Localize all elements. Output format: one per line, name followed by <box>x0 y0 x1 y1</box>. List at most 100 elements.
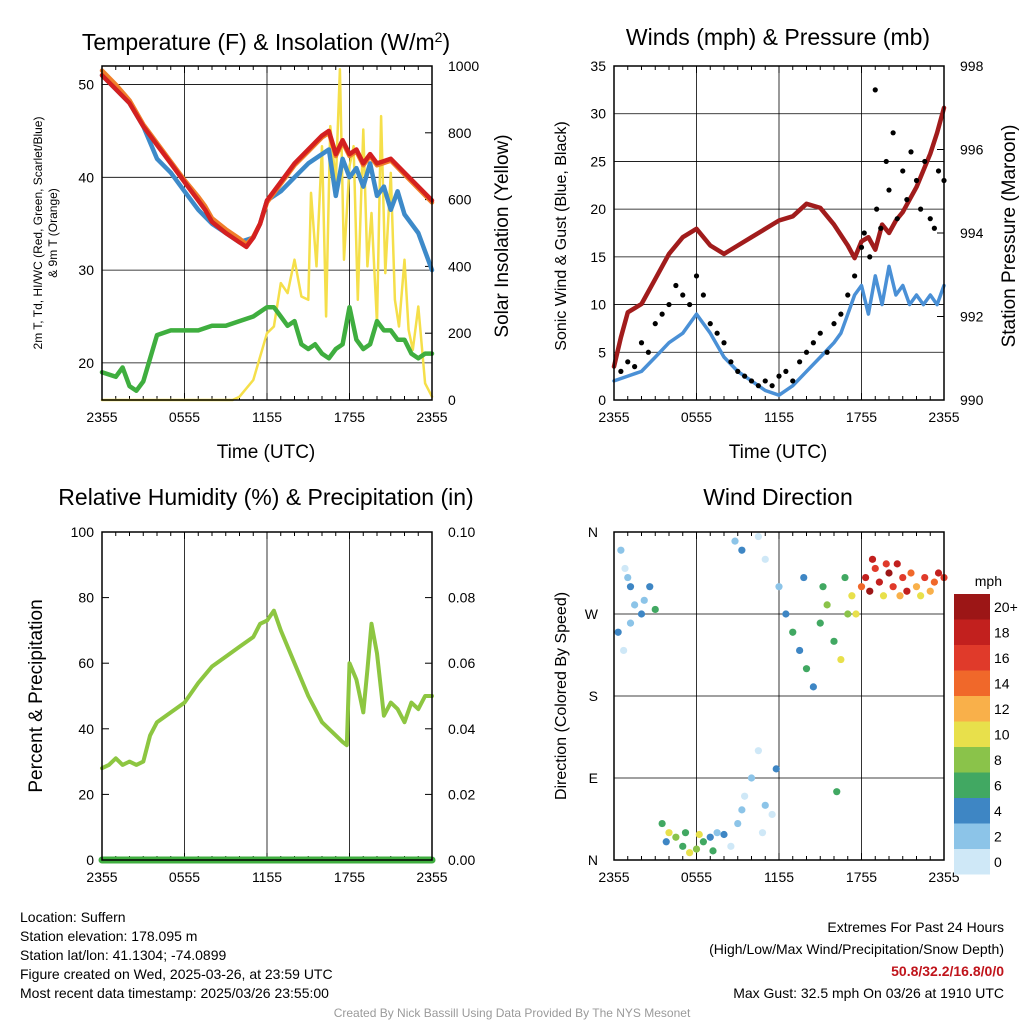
temp-border <box>101 65 433 401</box>
gust-point <box>618 368 624 374</box>
direction-point <box>734 819 742 828</box>
rh-y2tick-label: 0.06 <box>448 655 475 671</box>
gust-point <box>803 349 810 355</box>
wind-y2tick-label: 992 <box>960 309 984 325</box>
rh-ytick-label: 60 <box>78 655 94 671</box>
legend-swatch <box>954 772 990 798</box>
extremes-box: Extremes For Past 24 Hours (High/Low/Max… <box>709 916 1004 1004</box>
location-text: Location: Suffern <box>20 909 126 925</box>
legend-swatch <box>954 594 990 620</box>
temp-ytick-label: 50 <box>78 77 94 93</box>
gust-point <box>894 216 900 222</box>
gust-point <box>817 330 823 336</box>
temp-y2tick-label: 800 <box>448 125 472 141</box>
direction-point <box>837 655 845 664</box>
gust-point <box>735 368 741 374</box>
gust-point <box>908 149 914 155</box>
direction-point <box>816 619 824 627</box>
gust-point <box>927 216 933 222</box>
direction-point <box>907 569 915 577</box>
direction-point <box>713 829 721 837</box>
dir-xtick-label: 1155 <box>764 869 794 885</box>
gust-point <box>838 311 844 317</box>
wind-ylabel-left: Sonic Wind & Gust (Blue, Black) <box>553 121 570 350</box>
gust-point <box>845 292 851 298</box>
wind-border <box>613 65 945 401</box>
heat-index-line <box>99 73 435 273</box>
direction-point <box>768 810 776 819</box>
direction-point <box>871 564 879 573</box>
gust-point <box>913 177 920 184</box>
rh-y2tick-label: 0.04 <box>448 721 475 737</box>
direction-point <box>631 601 639 609</box>
wind-ytick-label: 35 <box>590 58 606 74</box>
sonic-wind-line <box>612 264 946 397</box>
rh-y2tick-label: 0.02 <box>448 786 475 802</box>
legend-label: 4 <box>994 803 1002 819</box>
direction-point <box>679 842 687 850</box>
legend-label: 18 <box>994 624 1010 640</box>
wind-xtick-label: 1155 <box>764 409 794 425</box>
created-text: Figure created on Wed, 2025-03-26, at 23… <box>20 966 333 982</box>
gust-point <box>872 87 878 93</box>
gust-point <box>878 225 884 231</box>
direction-point <box>917 592 925 600</box>
rh-title: Relative Humidity (%) & Precipitation (i… <box>58 484 473 510</box>
direction-point <box>893 560 901 568</box>
wind-ytick-label: 15 <box>590 249 606 265</box>
wind-ytick-label: 30 <box>590 106 606 122</box>
gust-point <box>742 373 748 379</box>
direction-point <box>758 829 767 837</box>
direction-point <box>844 610 852 618</box>
direction-point <box>741 792 749 800</box>
gust-point <box>776 373 782 379</box>
direction-point <box>862 573 870 582</box>
direction-point <box>626 583 635 591</box>
station-info: Location: Suffern Station elevation: 178… <box>20 908 333 1003</box>
rh-border <box>101 531 433 861</box>
direction-point <box>686 849 694 857</box>
legend-swatch <box>954 798 990 824</box>
direction-point <box>775 583 783 591</box>
gust-point <box>645 349 651 355</box>
direction-point <box>930 578 938 586</box>
rh-y2tick-label: 0.08 <box>448 590 475 606</box>
legend-label: 12 <box>994 701 1010 717</box>
direction-point <box>617 546 625 554</box>
direction-point <box>709 847 717 855</box>
dir-ytick-label: W <box>585 606 599 622</box>
temp-ytick-label: 40 <box>78 169 94 185</box>
direction-point <box>782 610 790 618</box>
legend-swatch <box>954 619 990 645</box>
wind-ytick-label: 0 <box>598 392 606 408</box>
wind-xtick-label: 2355 <box>928 409 959 425</box>
dir-ytick-label: S <box>589 688 598 704</box>
direction-point <box>809 683 817 691</box>
legend-label: 20+ <box>994 599 1018 615</box>
direction-point <box>699 838 707 846</box>
direction-point <box>875 578 883 586</box>
direction-point <box>738 546 746 554</box>
direction-point <box>761 555 769 563</box>
direction-point <box>640 596 648 604</box>
gust-point <box>693 273 700 279</box>
legend-label: 10 <box>994 726 1010 742</box>
direction-point <box>819 583 827 591</box>
direction-point <box>614 628 622 636</box>
wind-ylabel-right: Station Pressure (Maroon) <box>999 125 1020 348</box>
extremes-title: Extremes For Past 24 Hours <box>827 919 1004 935</box>
gust-point <box>904 197 910 203</box>
temp-y2tick-label: 1000 <box>448 58 479 74</box>
gust-point <box>632 364 638 370</box>
rh-ylabel-left: Percent & Precipitation <box>26 599 47 792</box>
max-gust-text: Max Gust: 32.5 mph On 03/26 at 1910 UTC <box>733 985 1004 1001</box>
legend-swatch <box>954 696 990 722</box>
gust-point <box>918 206 924 212</box>
temp-xtick-label: 2355 <box>416 409 447 425</box>
direction-point <box>833 788 841 796</box>
legend-swatch <box>954 645 990 671</box>
direction-point <box>621 564 629 573</box>
dir-ytick-label: N <box>588 524 598 540</box>
temp-xlabel: Time (UTC) <box>217 442 316 463</box>
legend-label: 16 <box>994 650 1010 666</box>
